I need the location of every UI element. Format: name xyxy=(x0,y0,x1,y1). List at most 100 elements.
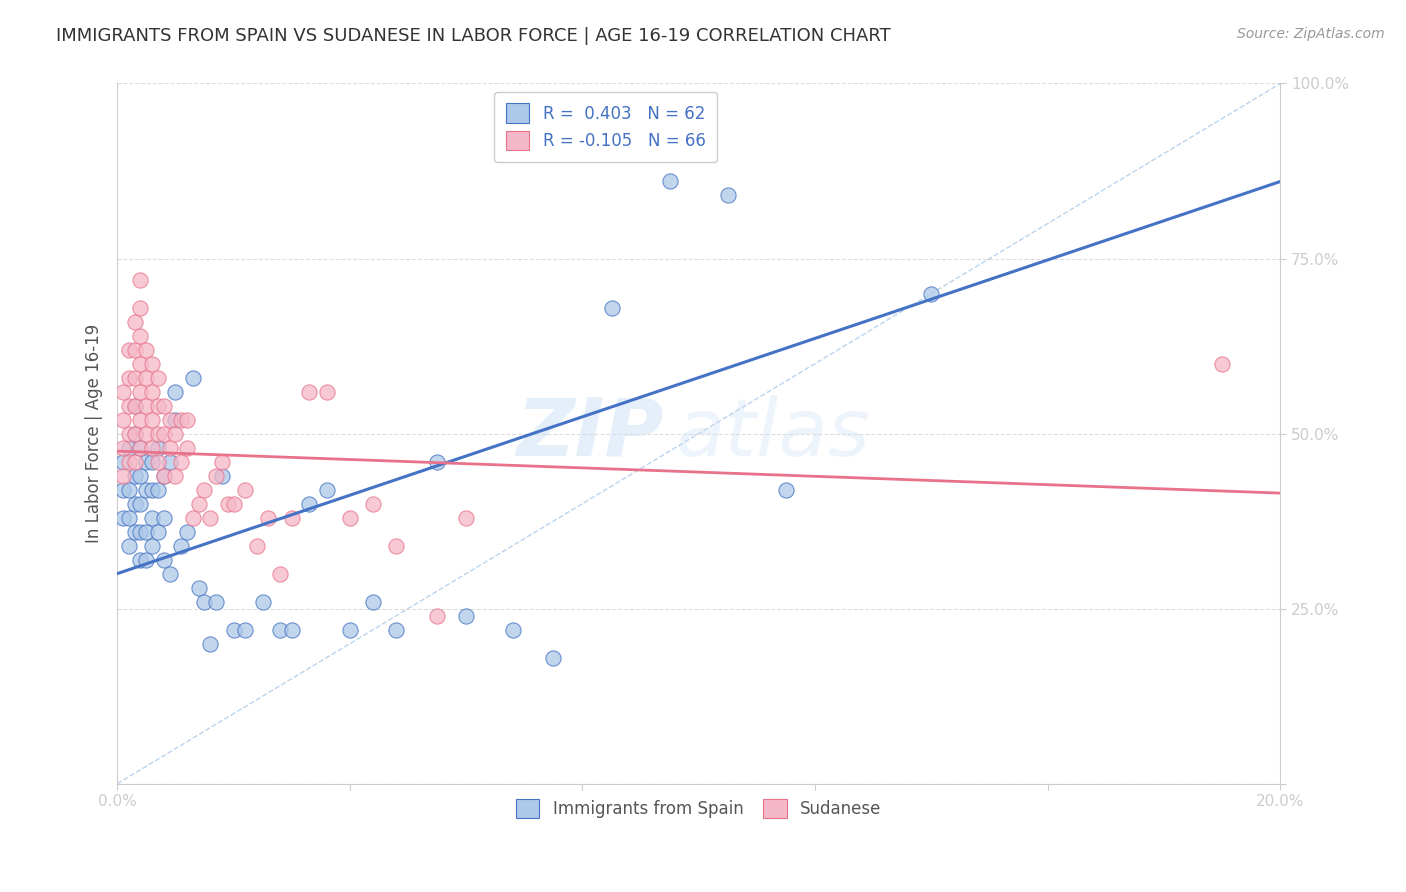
Point xyxy=(211,454,233,468)
Point xyxy=(124,454,146,468)
Point xyxy=(269,566,291,581)
Point xyxy=(141,539,163,553)
Point xyxy=(129,524,152,539)
Point xyxy=(176,412,198,426)
Point xyxy=(717,188,740,202)
Point xyxy=(124,468,146,483)
Point xyxy=(176,441,198,455)
Point xyxy=(205,595,228,609)
Point xyxy=(118,510,141,524)
Point xyxy=(111,454,134,468)
Point xyxy=(269,623,291,637)
Point xyxy=(165,426,187,441)
Point xyxy=(118,539,141,553)
Point xyxy=(146,454,169,468)
Point xyxy=(124,370,146,384)
Point xyxy=(111,510,134,524)
Point xyxy=(124,426,146,441)
Point xyxy=(135,426,157,441)
Point xyxy=(141,441,163,455)
Point xyxy=(298,384,321,399)
Point xyxy=(124,399,146,413)
Point xyxy=(124,399,146,413)
Point xyxy=(135,552,157,566)
Point xyxy=(456,510,478,524)
Point xyxy=(118,399,141,413)
Point xyxy=(135,370,157,384)
Y-axis label: In Labor Force | Age 16-19: In Labor Force | Age 16-19 xyxy=(86,324,103,543)
Point xyxy=(170,454,193,468)
Point xyxy=(135,399,157,413)
Point xyxy=(141,357,163,371)
Point xyxy=(426,454,449,468)
Point xyxy=(135,483,157,497)
Point xyxy=(339,623,361,637)
Point xyxy=(426,608,449,623)
Point xyxy=(146,426,169,441)
Point xyxy=(246,539,269,553)
Point xyxy=(315,384,337,399)
Point xyxy=(124,497,146,511)
Point xyxy=(141,510,163,524)
Point xyxy=(111,384,134,399)
Point xyxy=(1211,357,1233,371)
Point xyxy=(187,497,209,511)
Point xyxy=(165,468,187,483)
Text: IMMIGRANTS FROM SPAIN VS SUDANESE IN LABOR FORCE | AGE 16-19 CORRELATION CHART: IMMIGRANTS FROM SPAIN VS SUDANESE IN LAB… xyxy=(56,27,891,45)
Point xyxy=(141,454,163,468)
Point xyxy=(920,286,942,301)
Point xyxy=(385,623,408,637)
Legend: Immigrants from Spain, Sudanese: Immigrants from Spain, Sudanese xyxy=(509,792,889,824)
Point xyxy=(159,454,181,468)
Text: atlas: atlas xyxy=(675,394,870,473)
Point xyxy=(129,412,152,426)
Point xyxy=(111,412,134,426)
Point xyxy=(141,384,163,399)
Point xyxy=(118,483,141,497)
Point xyxy=(339,510,361,524)
Point xyxy=(233,623,256,637)
Point xyxy=(193,595,215,609)
Point xyxy=(129,441,152,455)
Point xyxy=(385,539,408,553)
Point xyxy=(165,412,187,426)
Point xyxy=(124,343,146,357)
Point xyxy=(129,441,152,455)
Point xyxy=(118,454,141,468)
Point xyxy=(129,384,152,399)
Point xyxy=(152,468,174,483)
Point xyxy=(600,301,623,315)
Point xyxy=(280,510,302,524)
Point xyxy=(124,524,146,539)
Point xyxy=(111,483,134,497)
Point xyxy=(315,483,337,497)
Point xyxy=(159,441,181,455)
Point xyxy=(280,623,302,637)
Point xyxy=(129,357,152,371)
Point xyxy=(118,370,141,384)
Point xyxy=(217,497,239,511)
Point xyxy=(165,384,187,399)
Point xyxy=(146,370,169,384)
Point xyxy=(200,510,222,524)
Point xyxy=(170,412,193,426)
Point xyxy=(118,343,141,357)
Point xyxy=(222,497,245,511)
Point xyxy=(129,328,152,343)
Point xyxy=(111,441,134,455)
Point xyxy=(181,370,204,384)
Point xyxy=(141,412,163,426)
Point xyxy=(543,650,565,665)
Point xyxy=(152,399,174,413)
Point xyxy=(205,468,228,483)
Point xyxy=(152,426,174,441)
Point xyxy=(129,272,152,286)
Point xyxy=(159,566,181,581)
Point xyxy=(502,623,524,637)
Point xyxy=(129,552,152,566)
Point xyxy=(135,343,157,357)
Point xyxy=(222,623,245,637)
Point xyxy=(146,399,169,413)
Point xyxy=(111,468,134,483)
Point xyxy=(456,608,478,623)
